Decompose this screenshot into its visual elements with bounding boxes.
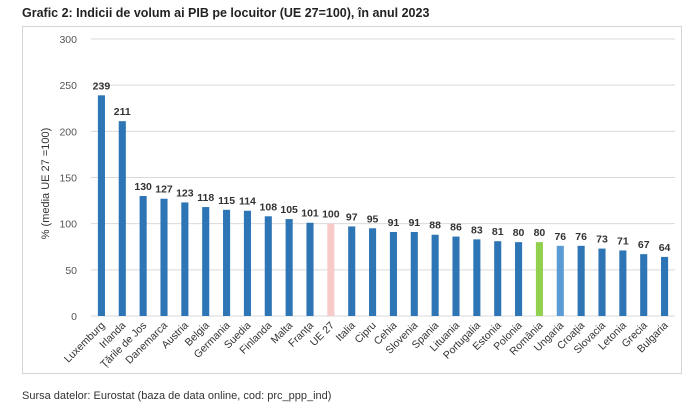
data-label: 67 bbox=[638, 239, 650, 251]
bar bbox=[556, 245, 564, 316]
bar bbox=[306, 222, 314, 316]
bar bbox=[515, 242, 523, 316]
bar bbox=[640, 254, 648, 316]
chart-area: 0 50 100 150 200 250 300 % (media UE 27 =100) 23… bbox=[22, 26, 682, 374]
bar bbox=[494, 241, 502, 316]
bar bbox=[577, 245, 585, 316]
bar bbox=[431, 234, 439, 316]
data-label: 88 bbox=[429, 220, 441, 232]
y-tick-label: 0 bbox=[71, 311, 77, 323]
bar bbox=[452, 236, 460, 316]
bar-chart: 0 50 100 150 200 250 300 % (media UE 27 =100) 23… bbox=[40, 34, 675, 371]
y-tick-label: 150 bbox=[59, 173, 77, 185]
y-tick-label: 50 bbox=[65, 265, 77, 277]
data-label: 97 bbox=[346, 211, 358, 223]
bar bbox=[202, 207, 210, 316]
bar bbox=[160, 198, 168, 316]
data-label: 80 bbox=[534, 227, 546, 239]
data-label: 211 bbox=[114, 106, 131, 118]
y-tick-label: 200 bbox=[59, 126, 77, 138]
y-tick-label: 300 bbox=[59, 34, 77, 46]
data-label: 91 bbox=[408, 217, 420, 229]
data-label: 127 bbox=[155, 184, 173, 196]
data-label: 83 bbox=[471, 224, 483, 236]
bar bbox=[348, 226, 356, 316]
bar bbox=[181, 202, 189, 316]
bar bbox=[389, 231, 397, 316]
data-label: 95 bbox=[367, 213, 379, 225]
bar bbox=[327, 223, 335, 316]
bar bbox=[661, 256, 669, 316]
data-label: 239 bbox=[93, 80, 111, 92]
data-label: 115 bbox=[218, 195, 235, 207]
bar bbox=[285, 219, 293, 316]
bar bbox=[243, 210, 251, 316]
data-label: 91 bbox=[388, 217, 400, 229]
data-label: 114 bbox=[239, 196, 256, 208]
bar bbox=[264, 216, 272, 316]
data-label: 123 bbox=[176, 187, 194, 199]
bar bbox=[369, 228, 377, 316]
data-label: 80 bbox=[513, 227, 525, 239]
bar bbox=[139, 195, 147, 316]
data-label: 64 bbox=[659, 242, 671, 254]
data-label: 76 bbox=[554, 231, 566, 243]
data-label: 73 bbox=[596, 234, 608, 246]
bar bbox=[619, 250, 627, 316]
bar bbox=[97, 95, 105, 316]
y-axis-label: % (media UE 27 =100) bbox=[40, 128, 52, 240]
x-tick-label: UE 27 bbox=[308, 320, 337, 349]
bar bbox=[535, 242, 543, 316]
data-label: 101 bbox=[301, 208, 319, 220]
bar bbox=[473, 239, 481, 316]
bar bbox=[223, 209, 231, 316]
bar bbox=[410, 231, 418, 316]
data-label: 118 bbox=[197, 192, 214, 204]
data-label: 81 bbox=[492, 226, 504, 238]
data-label: 100 bbox=[322, 209, 340, 221]
bar bbox=[118, 121, 126, 316]
data-label: 76 bbox=[575, 231, 587, 243]
data-label: 108 bbox=[260, 201, 278, 213]
data-label: 105 bbox=[280, 204, 298, 216]
chart-title: Grafic 2: Indicii de volum ai PIB pe loc… bbox=[22, 6, 430, 20]
y-tick-label: 250 bbox=[59, 80, 77, 92]
source-note: Sursa datelor: Eurostat (baza de data on… bbox=[22, 390, 332, 402]
data-label: 86 bbox=[450, 222, 462, 234]
y-tick-label: 100 bbox=[59, 219, 77, 231]
data-label: 130 bbox=[134, 181, 152, 193]
bar bbox=[598, 248, 606, 316]
data-label: 71 bbox=[617, 235, 629, 247]
